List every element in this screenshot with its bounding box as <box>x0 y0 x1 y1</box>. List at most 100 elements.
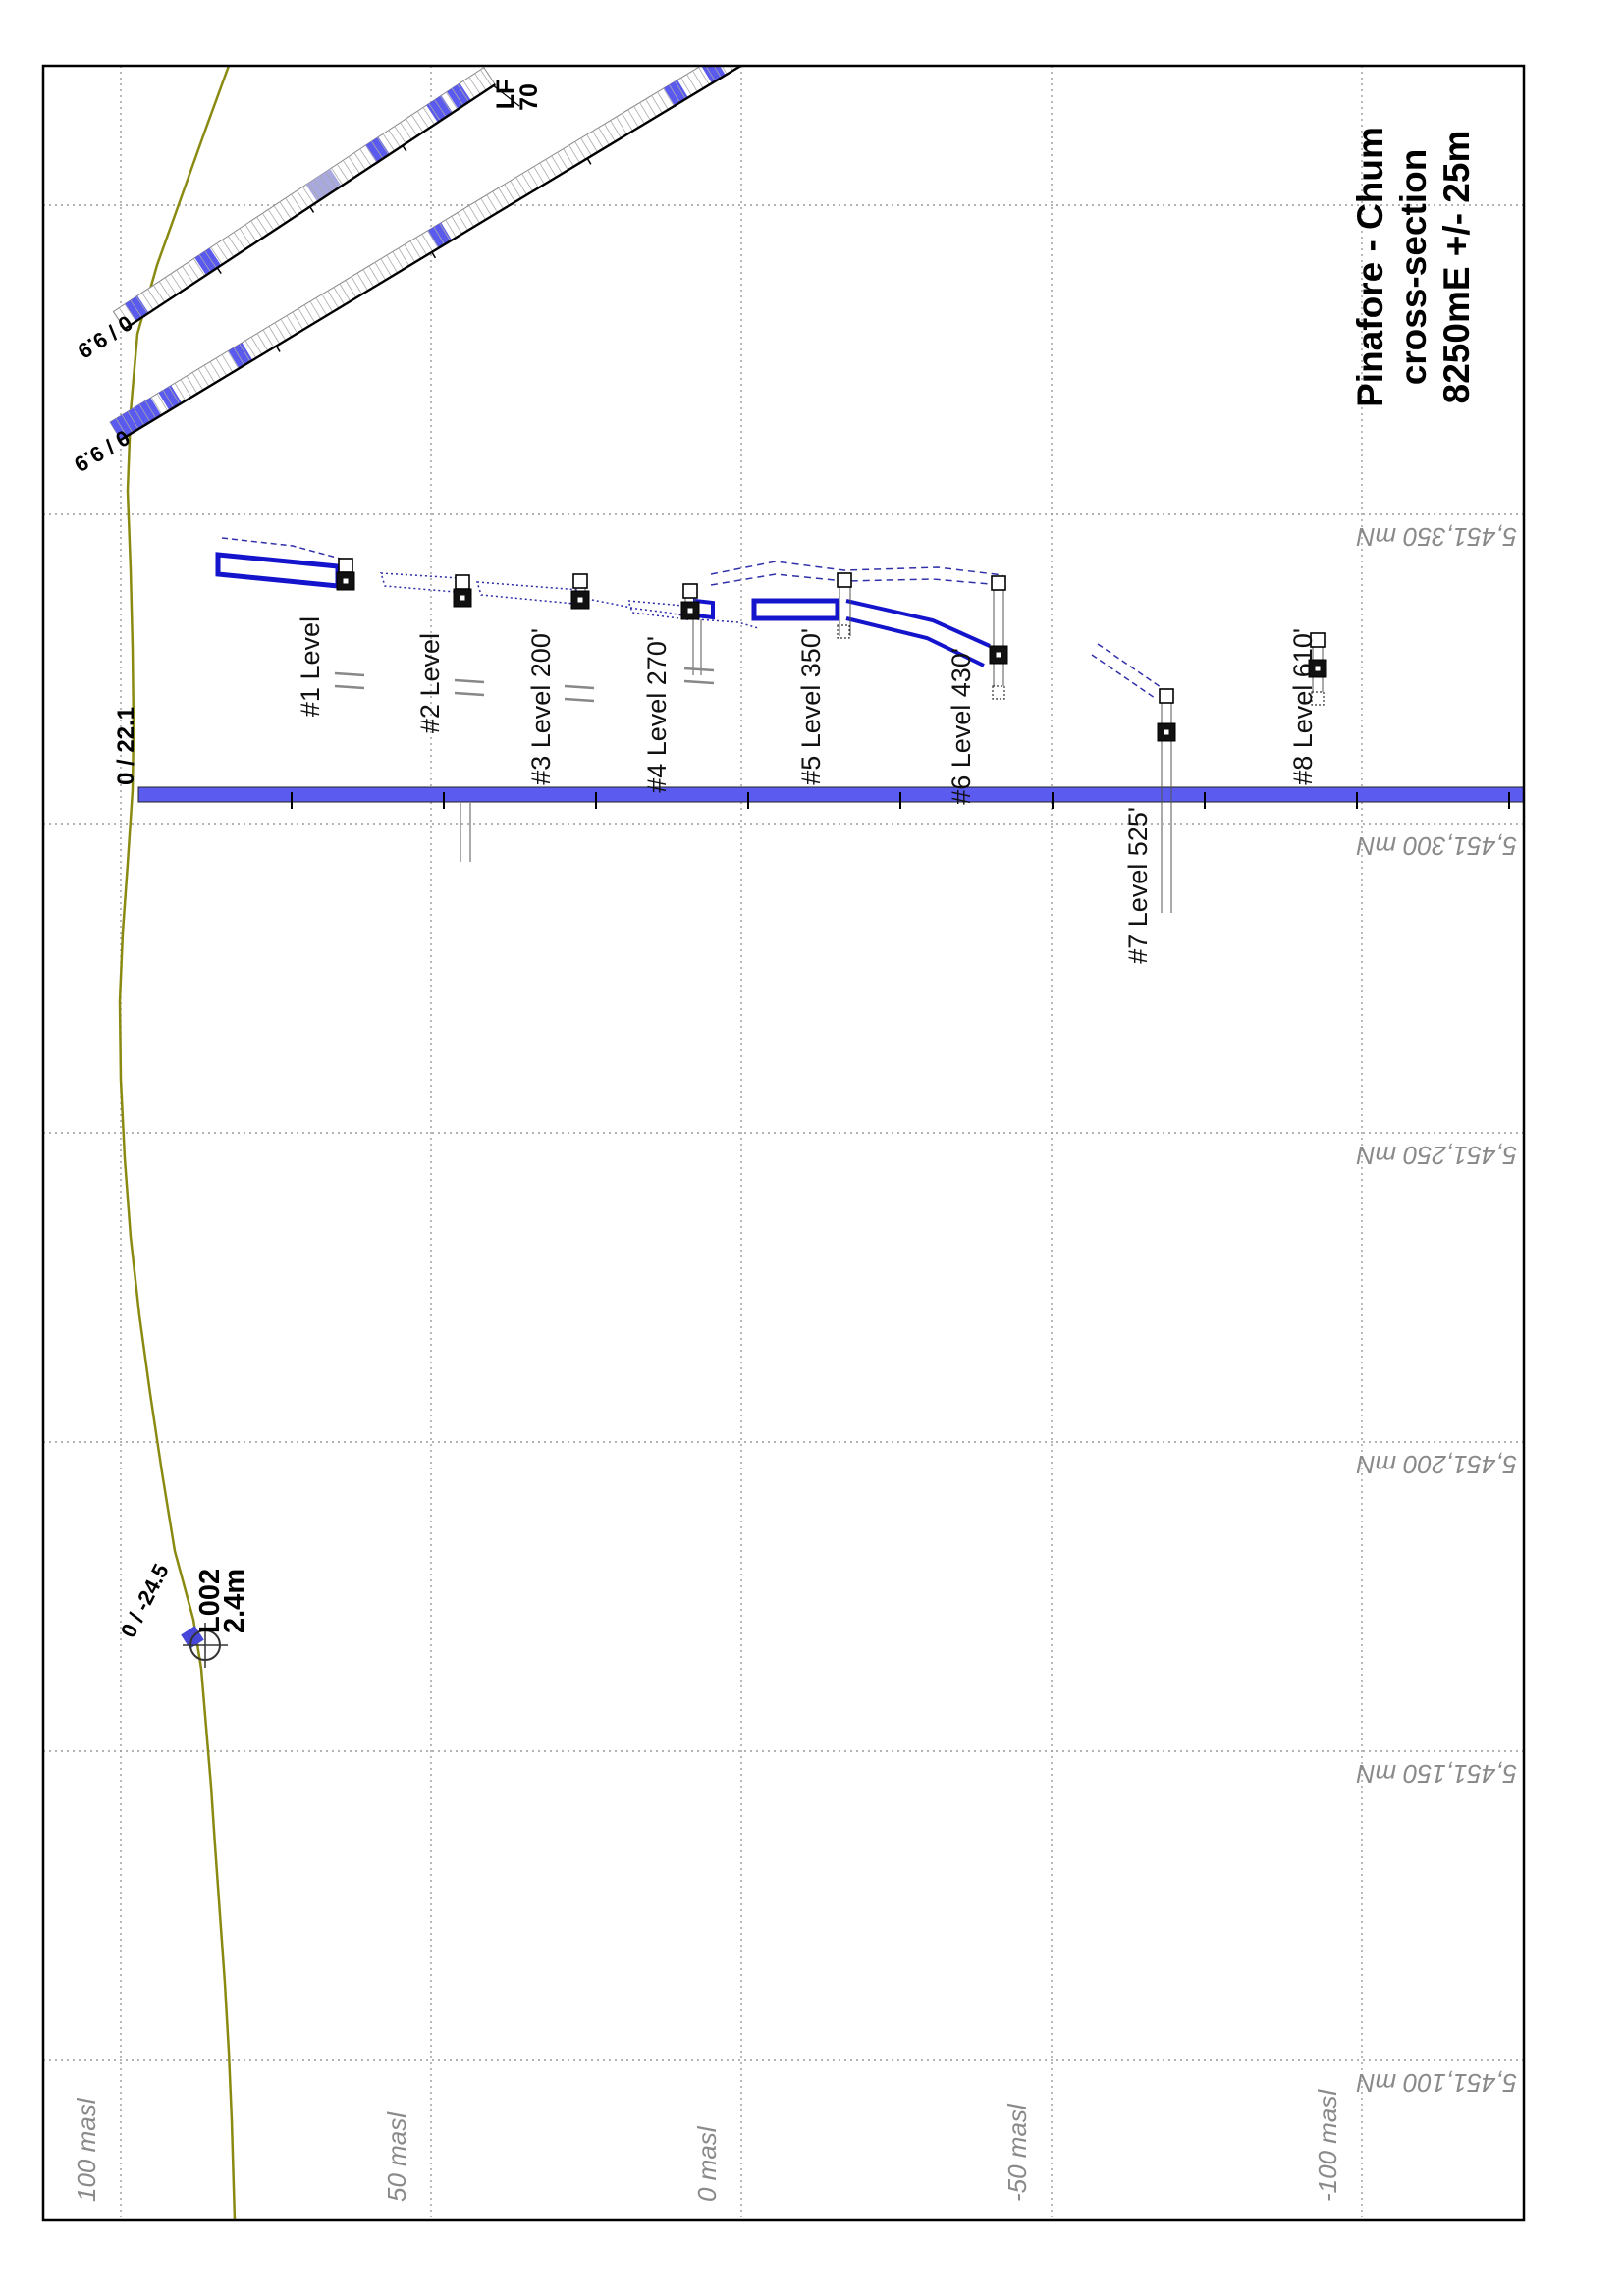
trace-tick <box>645 98 657 118</box>
trace-tick <box>118 307 132 326</box>
equals-mark <box>683 679 715 685</box>
trace-tick <box>510 180 521 199</box>
trace-tick <box>639 102 651 121</box>
trace-tick <box>337 163 350 182</box>
collar-level-8 <box>1308 632 1327 706</box>
trace-tick <box>188 262 200 281</box>
trace-tick <box>368 265 381 285</box>
trace-tick <box>698 67 710 85</box>
assay-interval <box>124 295 149 322</box>
depth-tick <box>402 144 407 152</box>
trace-tick <box>410 114 424 133</box>
trace-tick <box>168 386 181 405</box>
trace-tick <box>376 136 390 155</box>
trace-tick <box>292 311 304 331</box>
trace-tick <box>222 240 235 258</box>
depth-tick <box>309 206 315 213</box>
trace-tick <box>409 240 422 259</box>
trace-tick <box>428 103 441 122</box>
stope-1-dashed-roof <box>221 537 349 561</box>
trace-tick <box>180 379 192 398</box>
trace-tick <box>492 190 504 210</box>
collar-white-square <box>1310 632 1326 648</box>
trace-tick <box>580 137 592 156</box>
trace-tick <box>144 400 157 419</box>
depth-tick <box>216 267 222 275</box>
trace-tick <box>176 269 189 288</box>
northing-label: 5,451,250 mN <box>1356 1141 1517 1170</box>
northing-label: 5,451,150 mN <box>1356 1759 1517 1789</box>
trace-tick <box>227 236 241 254</box>
level-5-drive-outline <box>751 598 840 621</box>
trace-tick <box>138 403 151 423</box>
trace-tick <box>239 344 251 362</box>
trace-tick <box>262 213 275 232</box>
trace-tick <box>527 170 539 188</box>
level-3-dotted-tail <box>586 598 688 617</box>
trace-tick <box>342 160 355 179</box>
trace-tick <box>297 189 309 208</box>
trace-tick <box>158 281 172 299</box>
trace-tick <box>325 171 338 189</box>
trace-tick <box>291 193 303 212</box>
adit-bar <box>137 786 1524 803</box>
trace-end-tail <box>492 84 520 107</box>
trace-tick <box>233 347 245 366</box>
equals-mark <box>564 684 595 690</box>
trace-tick <box>216 242 229 261</box>
collar-level-6 <box>989 575 1008 700</box>
trace-tick <box>374 262 387 281</box>
trace-tick <box>710 66 722 79</box>
trace-tick <box>439 223 451 241</box>
collar-white-square <box>837 572 852 588</box>
trace-tick <box>457 84 469 103</box>
trace-tick <box>239 228 251 246</box>
trace-tick <box>388 130 401 148</box>
trace-tick <box>191 372 204 391</box>
raise-5-dotted-box <box>837 624 850 639</box>
trace-tick <box>130 299 142 318</box>
trace-tick <box>598 127 610 146</box>
trace-tick <box>675 80 686 100</box>
trace-tick <box>380 258 393 277</box>
assay-interval <box>427 222 453 249</box>
trace-tick <box>124 303 137 322</box>
trace-tick <box>274 322 287 341</box>
plot-frame <box>41 64 1526 2222</box>
trace-tick <box>557 152 568 171</box>
trace-tick <box>398 247 410 267</box>
trace-tick <box>457 212 468 231</box>
trace-tick <box>286 315 298 334</box>
l002-length-label: 2.4m <box>219 1569 250 1633</box>
northing-label: 5,451,300 mN <box>1356 831 1517 861</box>
trace-tick <box>313 179 326 197</box>
trace-tick <box>215 357 228 377</box>
collar-white-square <box>682 583 698 599</box>
trace-tick <box>415 237 428 256</box>
collar-level-3 <box>570 573 590 610</box>
trace-tick <box>480 69 493 87</box>
trace-tick <box>394 126 406 144</box>
l002-depth-label: 0 / -24.5 <box>116 1560 174 1641</box>
trace-tick <box>351 276 363 294</box>
trace-tick <box>315 297 328 316</box>
depth-label-lower-trace: 0 / 9.9 <box>70 425 134 477</box>
trace-tick <box>298 308 310 327</box>
trace-tick <box>451 87 464 106</box>
trace-tick <box>515 177 527 195</box>
collar-white-square <box>572 573 588 589</box>
hole-id-label: LF <box>492 80 519 110</box>
trace-tick <box>356 272 369 292</box>
trace-tick <box>445 219 457 239</box>
trace-tick <box>147 289 160 307</box>
trace-tick <box>227 350 240 369</box>
trace-tick <box>331 167 344 186</box>
trace-tick <box>406 118 418 136</box>
trace-tick <box>141 292 154 310</box>
depth-tick <box>431 251 437 259</box>
trace-tick <box>486 194 498 213</box>
trace-tick <box>586 133 598 153</box>
collar-center-dot <box>460 595 465 601</box>
level-3-dotted-outline <box>475 581 587 606</box>
